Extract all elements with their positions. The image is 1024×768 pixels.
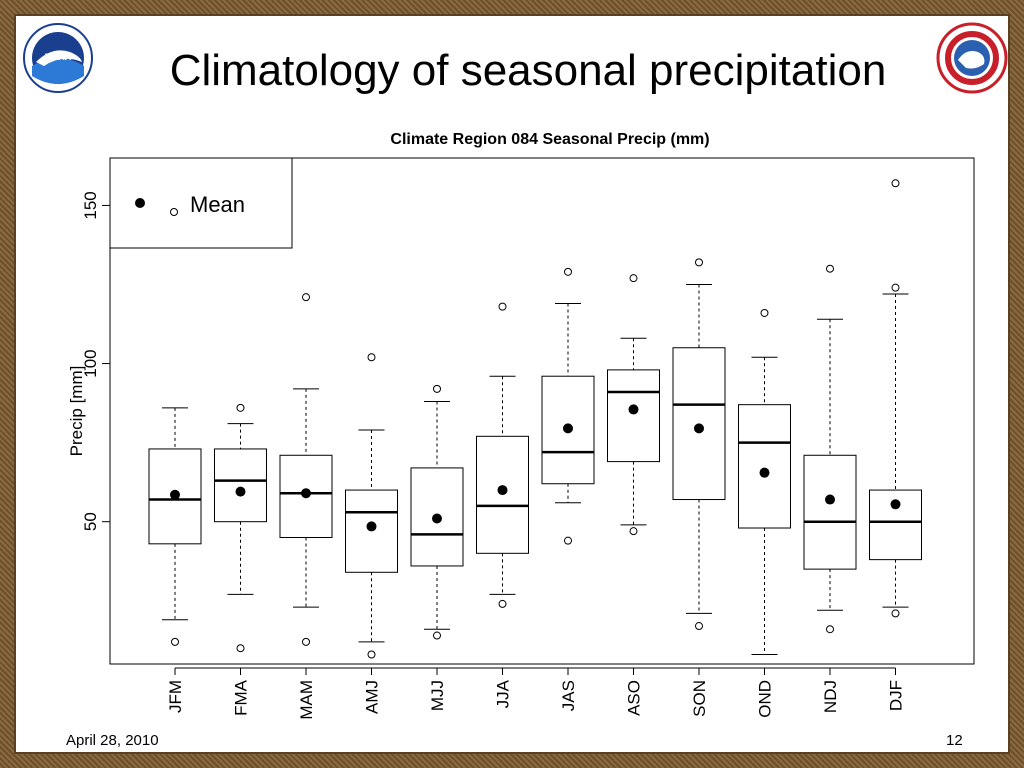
outlier-point	[433, 384, 441, 393]
mean-point	[759, 467, 770, 478]
mean-point	[366, 521, 377, 532]
outlier-point	[891, 179, 900, 188]
outlier-point	[302, 637, 310, 646]
outlier-point	[171, 637, 179, 646]
box-fma: FMA	[214, 403, 267, 716]
outlier-point	[236, 403, 245, 412]
mean-point	[235, 486, 246, 497]
y-tick-label: 150	[81, 191, 100, 219]
y-axis-label: Precip [mm]	[67, 366, 86, 457]
x-tick-label: SON	[690, 680, 709, 717]
x-tick-label: JFM	[166, 680, 185, 713]
mean-point	[497, 485, 508, 496]
svg-text:NOAA: NOAA	[45, 52, 72, 62]
mean-point	[432, 513, 442, 524]
boxplot-chart: Climate Region 084 Seasonal Precip (mm) …	[54, 108, 1004, 728]
y-tick-label: 100	[81, 349, 100, 377]
outlier-point	[826, 264, 834, 273]
iqr-box	[607, 369, 660, 463]
outlier-point	[564, 267, 572, 276]
box-amj: AMJ	[345, 353, 398, 714]
outlier-point	[826, 625, 834, 634]
mean-point	[825, 494, 835, 505]
outlier-point	[236, 644, 245, 653]
outlier-point	[367, 650, 376, 659]
box-jas: JAS	[541, 267, 595, 711]
outlier-point	[498, 302, 507, 311]
box-son: SON	[672, 258, 726, 717]
iqr-box	[803, 454, 857, 570]
outlier-point	[498, 599, 507, 608]
outlier-point	[695, 622, 703, 631]
outlier-point	[891, 609, 900, 618]
outlier-point	[760, 308, 769, 317]
x-tick-label: MAM	[297, 680, 316, 720]
mean-point	[563, 423, 573, 434]
x-tick-label: DJF	[887, 680, 906, 711]
x-tick-label: MJJ	[428, 680, 447, 711]
mean-point	[301, 488, 311, 499]
box-djf: DJF	[869, 179, 922, 711]
outlier-point	[629, 527, 638, 536]
national-weather-service-logo	[936, 22, 1008, 94]
box-ond: OND	[738, 308, 791, 718]
box-aso: ASO	[607, 274, 660, 716]
x-tick-label: AMJ	[363, 680, 382, 714]
iqr-box	[214, 448, 267, 523]
x-tick-label: JAS	[559, 680, 578, 711]
page-number: 12	[946, 732, 963, 749]
box-mjj: MJJ	[410, 384, 464, 711]
x-tick-label: JJA	[494, 679, 513, 708]
outlier-point	[367, 353, 376, 362]
outlier-point	[629, 274, 638, 283]
box-jja: JJA	[476, 302, 529, 708]
outlier-point	[891, 283, 900, 292]
legend-mean-marker	[135, 198, 145, 208]
y-tick-label: 50	[81, 512, 100, 531]
outlier-point	[433, 631, 441, 640]
mean-point	[170, 489, 180, 500]
legend-outlier-marker	[170, 208, 178, 216]
mean-point	[890, 499, 901, 510]
box-ndj: NDJ	[803, 264, 857, 713]
chart-legend: Mean	[109, 157, 293, 249]
outlier-point	[302, 293, 310, 302]
mean-point	[694, 423, 704, 434]
x-tick-label: NDJ	[821, 680, 840, 713]
slide: NOAA Climatology of seasonal precipitati…	[14, 14, 1010, 754]
x-tick-label: FMA	[232, 679, 251, 716]
box-mam: MAM	[279, 293, 333, 720]
outlier-point	[564, 536, 572, 545]
slide-title: Climatology of seasonal precipitation	[169, 46, 887, 95]
chart-title: Climate Region 084 Seasonal Precip (mm)	[390, 131, 709, 148]
box-jfm: JFM	[148, 407, 202, 713]
mean-point	[628, 404, 639, 415]
chart-svg: Climate Region 084 Seasonal Precip (mm) …	[67, 131, 975, 720]
outlier-point	[695, 258, 703, 267]
noaa-logo: NOAA	[23, 23, 93, 93]
chart-marks: JFM FMA MAM AMJ MJJ JJA JAS ASO SON OND NDJ DJF	[148, 179, 922, 720]
iqr-box	[738, 404, 791, 529]
x-tick-label: ASO	[625, 680, 644, 716]
legend-mean-label: Mean	[190, 192, 245, 217]
footer-date: April 28, 2010	[66, 732, 159, 749]
x-tick-label: OND	[756, 680, 775, 718]
